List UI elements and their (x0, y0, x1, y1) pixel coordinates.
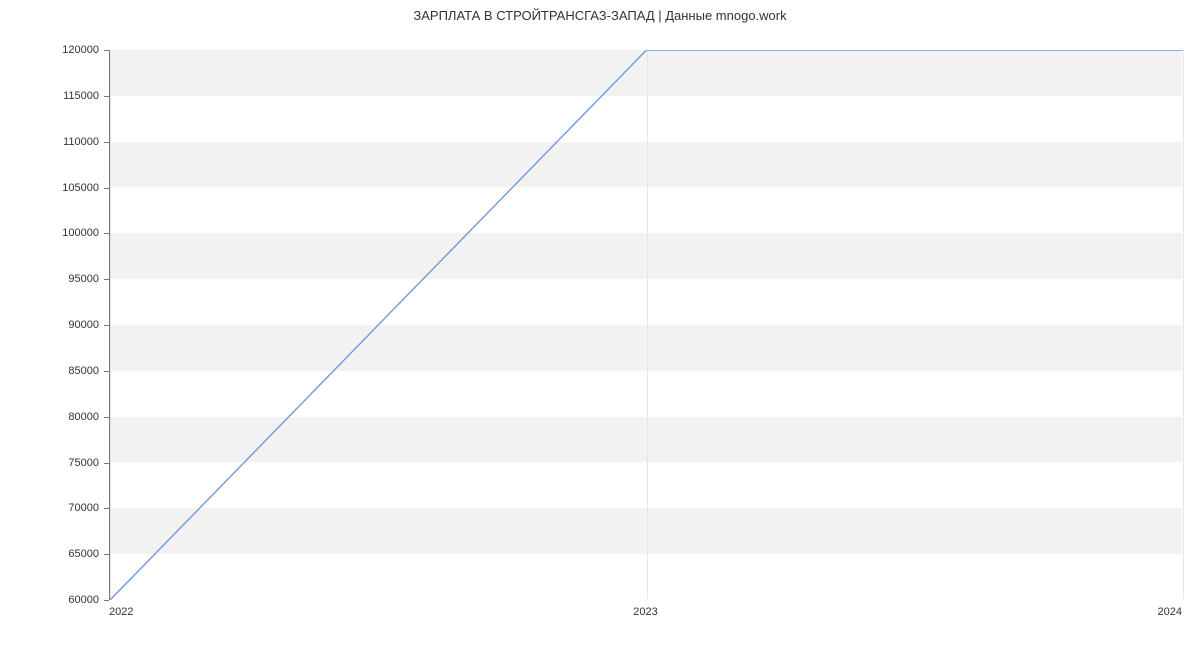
x-tick-label: 2022 (109, 606, 133, 618)
y-tick-mark (104, 554, 109, 555)
y-tick-mark (104, 600, 109, 601)
chart-title: ЗАРПЛАТА В СТРОЙТРАНСГАЗ-ЗАПАД | Данные … (0, 8, 1200, 23)
y-tick-mark (104, 233, 109, 234)
y-tick-mark (104, 463, 109, 464)
y-tick-mark (104, 50, 109, 51)
series-line (110, 50, 1183, 600)
x-tick-label: 2024 (1158, 606, 1182, 618)
y-tick-label: 80000 (68, 411, 99, 423)
y-tick-mark (104, 96, 109, 97)
y-tick-label: 75000 (68, 457, 99, 469)
y-tick-label: 95000 (68, 273, 99, 285)
y-tick-mark (104, 417, 109, 418)
y-tick-mark (104, 188, 109, 189)
y-tick-mark (104, 142, 109, 143)
y-tick-label: 100000 (62, 227, 99, 239)
y-tick-label: 115000 (63, 90, 99, 102)
x-tick-label: 2023 (633, 606, 657, 618)
y-tick-label: 90000 (68, 319, 99, 331)
y-tick-mark (104, 508, 109, 509)
plot-area (109, 50, 1182, 600)
y-tick-mark (104, 371, 109, 372)
y-tick-label: 70000 (68, 502, 99, 514)
y-tick-mark (104, 279, 109, 280)
y-tick-label: 120000 (62, 44, 99, 56)
y-tick-mark (104, 325, 109, 326)
y-tick-label: 65000 (68, 548, 99, 560)
y-tick-label: 110000 (63, 136, 99, 148)
y-tick-label: 105000 (62, 182, 99, 194)
y-tick-label: 60000 (68, 594, 99, 606)
grid-vline (1183, 50, 1184, 599)
salary-line-chart: ЗАРПЛАТА В СТРОЙТРАНСГАЗ-ЗАПАД | Данные … (0, 0, 1200, 650)
y-tick-label: 85000 (68, 365, 99, 377)
